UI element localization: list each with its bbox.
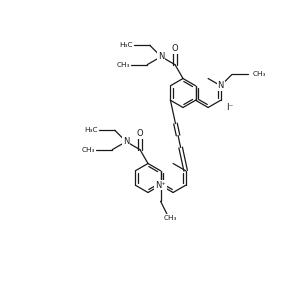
Text: H₃C: H₃C xyxy=(119,42,132,48)
Text: N: N xyxy=(123,137,129,146)
Text: O: O xyxy=(137,129,143,138)
Text: O: O xyxy=(172,44,178,53)
Text: CH₃: CH₃ xyxy=(116,62,130,68)
Text: CH₃: CH₃ xyxy=(81,147,95,153)
Text: CH₃: CH₃ xyxy=(164,215,177,221)
Text: N⁺: N⁺ xyxy=(155,181,166,190)
Text: N: N xyxy=(158,52,164,61)
Text: CH₃: CH₃ xyxy=(253,72,266,78)
Text: N: N xyxy=(217,81,224,90)
Text: I⁻: I⁻ xyxy=(226,104,234,112)
Text: H₃C: H₃C xyxy=(84,127,98,133)
